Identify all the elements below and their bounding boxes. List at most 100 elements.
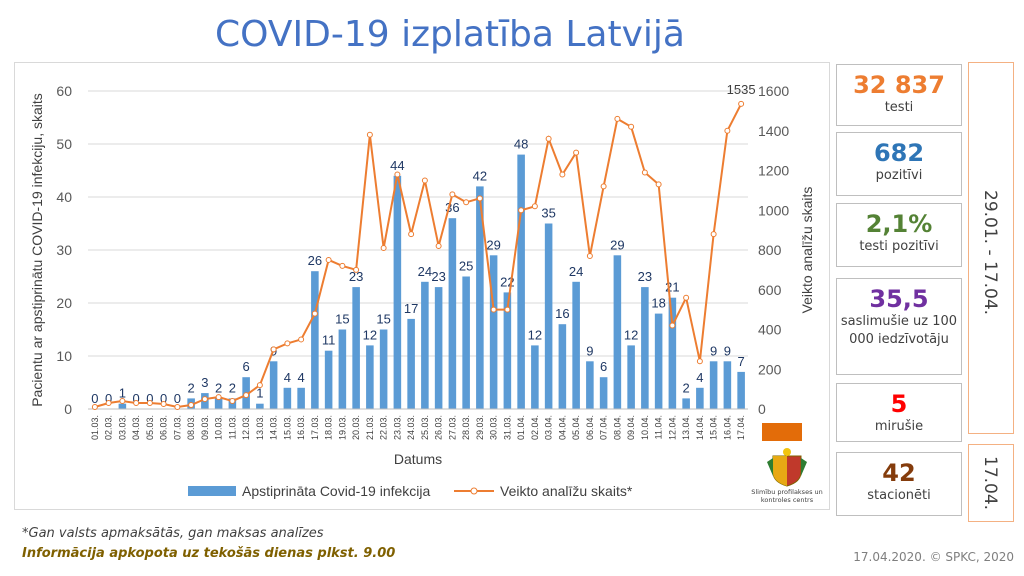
x-tick-label: 01.03. — [90, 415, 100, 440]
bar — [503, 292, 512, 409]
legend-bar-label: Apstiprināta Covid-19 infekcija — [242, 483, 431, 499]
line-point — [366, 131, 373, 138]
period-bracket — [968, 62, 1014, 434]
bar-label: 0 — [160, 391, 167, 406]
legend-bar-swatch — [188, 486, 236, 496]
line-point — [518, 207, 525, 214]
x-tick-label: 03.04. — [544, 415, 554, 440]
legend-line-marker — [470, 487, 478, 495]
line-point — [504, 306, 511, 313]
x-tick-label: 16.04. — [722, 415, 732, 440]
x-tick-label: 02.04. — [530, 415, 540, 440]
last-line-label: 1535 — [727, 82, 756, 97]
line-point — [628, 123, 635, 130]
left-tick-label: 20 — [56, 295, 72, 311]
x-tick-label: 09.03. — [200, 415, 210, 440]
bar-label: 0 — [105, 391, 112, 406]
stat-box: 32 837 testi — [836, 64, 962, 126]
stat-value: 2,1% — [865, 210, 933, 238]
stat-box: 35,5 saslimušie uz 100 000 iedzīvotāju — [836, 278, 962, 375]
line-point — [284, 340, 291, 347]
x-tick-label: 22.03. — [379, 415, 389, 440]
bar-label: 25 — [459, 259, 473, 274]
orange-legend-box — [762, 423, 802, 441]
bar — [256, 403, 264, 409]
bar-label: 0 — [133, 391, 140, 406]
line-point — [380, 245, 387, 252]
right-axis-label: Veikto analīžu skaits — [799, 187, 815, 314]
line-point — [298, 336, 305, 343]
line-point — [683, 294, 690, 301]
x-tick-label: 13.04. — [681, 415, 691, 440]
bar — [709, 361, 718, 409]
bar-label: 2 — [683, 380, 690, 395]
x-tick-label: 18.03. — [324, 415, 334, 440]
line-point — [531, 203, 538, 210]
bar-label: 29 — [486, 237, 500, 252]
line-point — [421, 177, 428, 184]
bar — [544, 223, 553, 409]
stat-box: 42 stacionēti — [836, 452, 962, 516]
bar — [283, 387, 292, 409]
bar — [558, 324, 567, 409]
bar-label: 23 — [431, 269, 445, 284]
line-point — [270, 346, 277, 353]
x-tick-label: 14.03. — [269, 415, 279, 440]
bar — [338, 329, 347, 409]
left-tick-label: 30 — [56, 242, 72, 258]
date-label: 17.04. — [980, 456, 1000, 511]
line-point — [119, 398, 126, 405]
line-point — [655, 181, 662, 188]
right-tick-label: 1600 — [758, 83, 789, 99]
line-point — [724, 127, 731, 134]
bar — [269, 361, 278, 409]
x-tick-label: 07.04. — [599, 415, 609, 440]
line-point — [91, 404, 98, 411]
bar-label: 24 — [569, 264, 583, 279]
bar-label: 42 — [473, 168, 487, 183]
line-point — [586, 252, 593, 259]
stat-label: testi — [884, 100, 914, 115]
x-tick-label: 12.03. — [241, 415, 251, 440]
bar — [668, 297, 677, 409]
bar-label: 12 — [363, 327, 377, 342]
line-point — [243, 392, 250, 399]
credit: 17.04.2020. © SPKC, 2020 — [853, 550, 1014, 564]
bar — [214, 398, 223, 409]
right-tick-label: 800 — [758, 242, 782, 258]
bar-label: 18 — [651, 296, 665, 311]
x-tick-label: 11.03. — [227, 415, 237, 439]
bar-label: 15 — [335, 312, 349, 327]
bar-label: 3 — [201, 375, 208, 390]
bar-label: 6 — [600, 359, 607, 374]
bar-label: 9 — [586, 343, 593, 358]
bar-label: 9 — [724, 343, 731, 358]
bar — [613, 255, 622, 409]
line-point — [339, 262, 346, 269]
bar-label: 12 — [624, 327, 638, 342]
bar — [421, 281, 429, 409]
bar-label: 35 — [541, 206, 555, 221]
left-tick-label: 60 — [56, 83, 72, 99]
line-point — [614, 115, 621, 122]
line-point — [738, 100, 745, 107]
bar-label: 26 — [308, 253, 322, 268]
x-tick-label: 24.03. — [406, 415, 416, 440]
spkc-logo — [767, 448, 807, 487]
info-note: Informācija apkopota uz tekošās dienas p… — [22, 546, 396, 561]
left-tick-label: 10 — [56, 348, 72, 364]
bar — [517, 154, 525, 409]
bar — [696, 387, 704, 409]
stat-box: 682 pozitīvi — [836, 132, 962, 196]
line-point — [146, 400, 153, 407]
bar — [531, 345, 539, 409]
line-point — [133, 400, 140, 407]
bar-label: 24 — [418, 264, 432, 279]
line-point — [463, 199, 470, 206]
x-tick-label: 23.03. — [392, 415, 402, 440]
line-point — [256, 382, 263, 389]
bar-label: 4 — [696, 370, 703, 385]
x-tick-label: 03.03. — [117, 415, 127, 440]
x-tick-label: 08.04. — [612, 415, 622, 440]
bar-label: 2 — [215, 380, 222, 395]
